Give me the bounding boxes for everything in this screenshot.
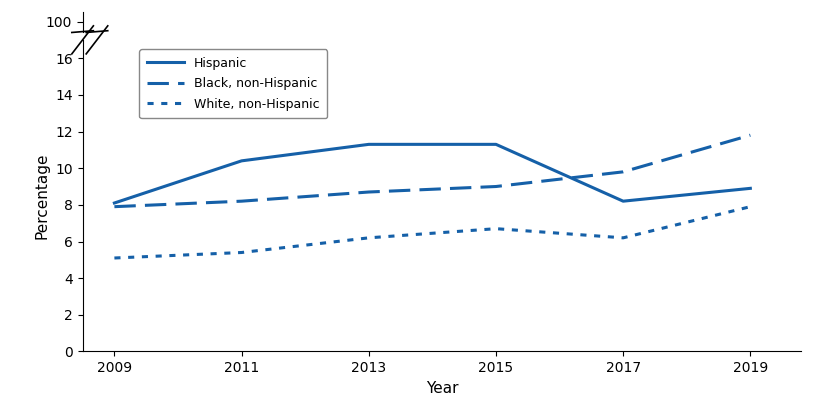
- Black, non-Hispanic: [236, 199, 246, 204]
- White, non-Hispanic: [236, 250, 246, 255]
- Line: White, non-Hispanic: White, non-Hispanic: [114, 207, 750, 258]
- Line: Hispanic: Hispanic: [114, 144, 750, 203]
- Hispanic: [236, 158, 246, 163]
- Hispanic: [109, 200, 119, 205]
- Black, non-Hispanic: [491, 184, 501, 189]
- White, non-Hispanic: [491, 226, 501, 231]
- X-axis label: Year: Year: [425, 381, 458, 396]
- Black, non-Hispanic: [363, 189, 373, 194]
- Black, non-Hispanic: [618, 169, 628, 174]
- Hispanic: [618, 199, 628, 204]
- White, non-Hispanic: [745, 204, 755, 209]
- Y-axis label: Percentage: Percentage: [35, 152, 50, 239]
- White, non-Hispanic: [363, 236, 373, 240]
- White, non-Hispanic: [109, 256, 119, 261]
- Legend: Hispanic, Black, non-Hispanic, White, non-Hispanic: Hispanic, Black, non-Hispanic, White, no…: [139, 49, 327, 118]
- Black, non-Hispanic: [109, 204, 119, 209]
- Black, non-Hispanic: [745, 133, 755, 138]
- Line: Black, non-Hispanic: Black, non-Hispanic: [114, 135, 750, 207]
- White, non-Hispanic: [618, 236, 628, 240]
- Hispanic: [491, 142, 501, 147]
- Hispanic: [745, 186, 755, 191]
- Hispanic: [363, 142, 373, 147]
